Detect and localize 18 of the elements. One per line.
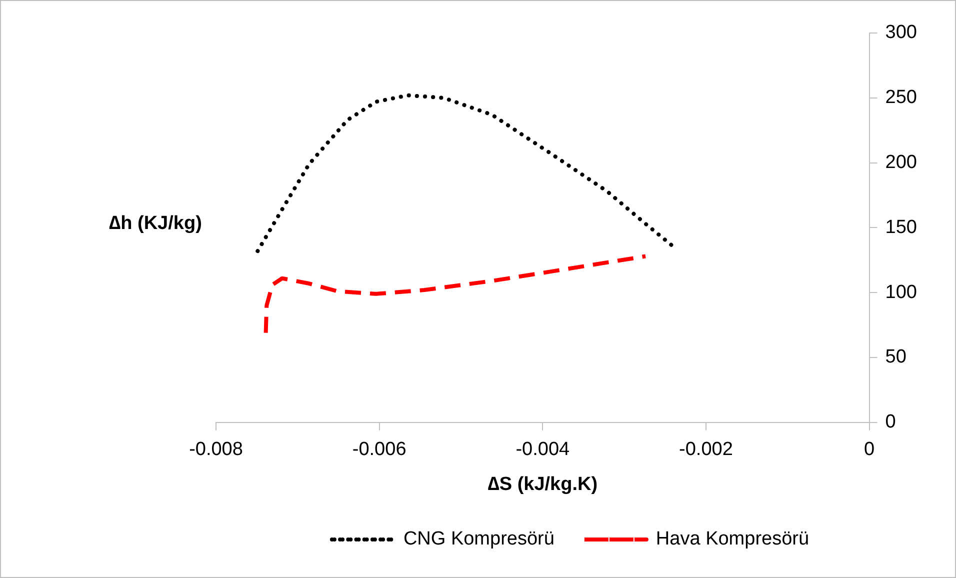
- y-axis-title: ∆h (KJ/kg): [109, 213, 202, 235]
- y-tick-label: 50: [885, 346, 906, 368]
- y-tick-label: 100: [885, 282, 917, 303]
- y-tick-label: 0: [885, 412, 896, 433]
- y-tick-label: 150: [885, 216, 917, 238]
- x-tick-label: -0.002: [679, 439, 733, 460]
- line-series: [256, 93, 674, 254]
- y-tick-label: 200: [885, 152, 917, 174]
- y-tick-label: 300: [885, 22, 917, 44]
- line-series: [264, 254, 648, 335]
- x-axis-title: ∆S (kJ/kg.K): [488, 474, 598, 495]
- y-tick-label: 250: [885, 87, 917, 108]
- legend-label: Hava Kompresörü: [656, 528, 810, 550]
- legend-label: CNG Kompresörü: [403, 528, 554, 550]
- x-tick-label: -0.004: [516, 439, 570, 460]
- x-tick-label: 0: [864, 439, 875, 460]
- x-tick-label: -0.006: [352, 439, 406, 460]
- x-tick-label: -0.008: [189, 439, 243, 460]
